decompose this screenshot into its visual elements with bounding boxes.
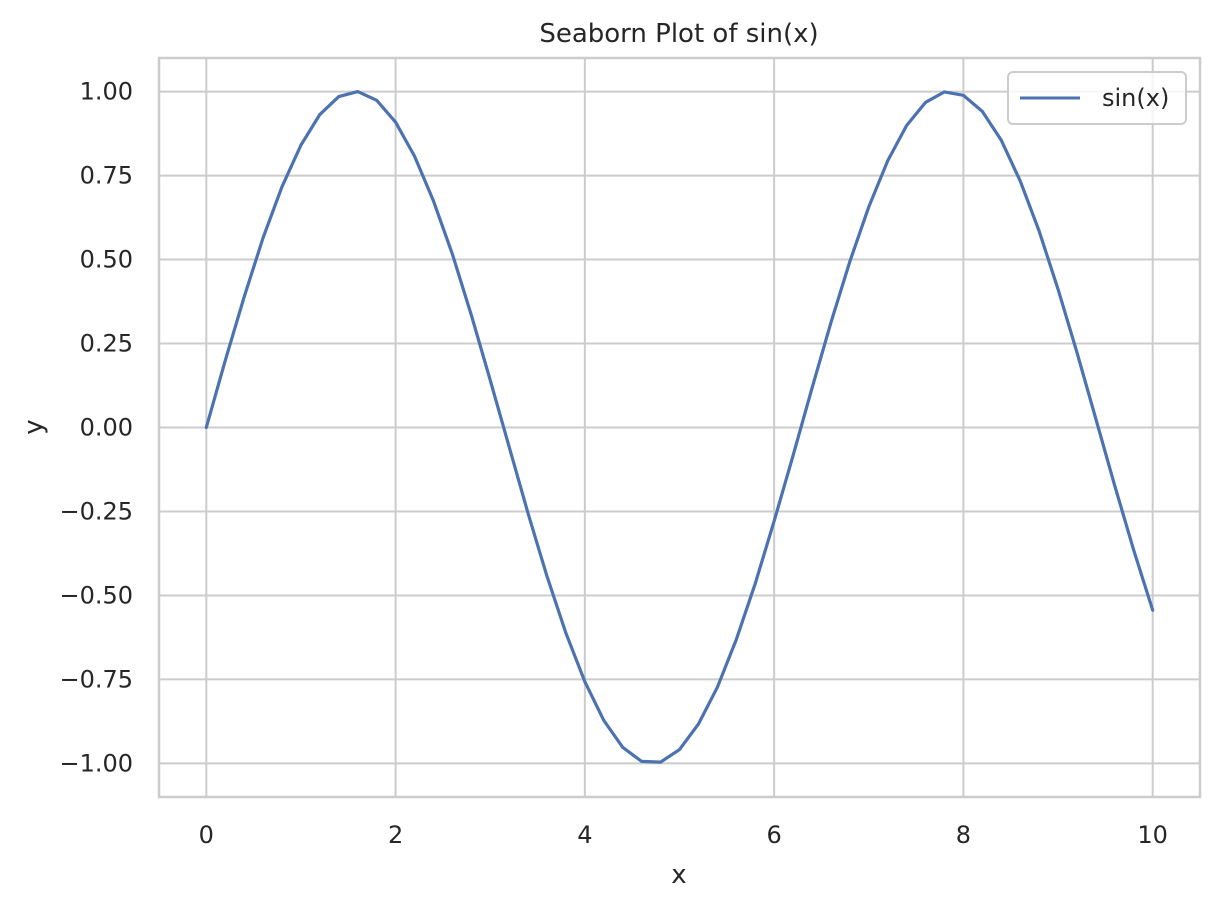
y-tick-label: 0.50: [80, 246, 133, 274]
y-tick-label: 0.25: [80, 330, 133, 358]
series-layer: [204, 89, 1155, 764]
y-tick-label: −0.25: [59, 497, 133, 525]
y-tick-label: 1.00: [80, 78, 133, 106]
y-tick-label: −0.75: [59, 665, 133, 693]
x-tick-label: 2: [388, 821, 403, 849]
series-line-sin-x: [204, 89, 1155, 764]
y-grid-lines: [159, 90, 1200, 765]
legend: sin(x): [1007, 71, 1187, 125]
x-tick-label: 10: [1137, 821, 1168, 849]
x-tick-label: 6: [766, 821, 781, 849]
legend-box: [1007, 71, 1187, 125]
x-axis-ticks: 0 2 4 6 8 10: [199, 821, 1168, 849]
chart-title: Seaborn Plot of sin(x): [539, 19, 818, 49]
plot-frame: [157, 56, 1202, 799]
legend-label: sin(x): [1102, 84, 1169, 112]
y-axis-label: y: [19, 419, 49, 434]
y-tick-label: 0.75: [80, 162, 133, 190]
x-tick-label: 4: [577, 821, 592, 849]
x-axis-label: x: [671, 860, 686, 890]
y-tick-label: 0.00: [80, 414, 133, 442]
y-tick-label: −0.50: [59, 581, 133, 609]
x-tick-label: 0: [199, 821, 214, 849]
y-axis-ticks: 1.00 0.75 0.50 0.25 0.00 −0.25 −0.50 −0.75 −1.00: [59, 78, 133, 778]
x-tick-label: 8: [956, 821, 971, 849]
y-tick-label: −1.00: [59, 749, 133, 777]
